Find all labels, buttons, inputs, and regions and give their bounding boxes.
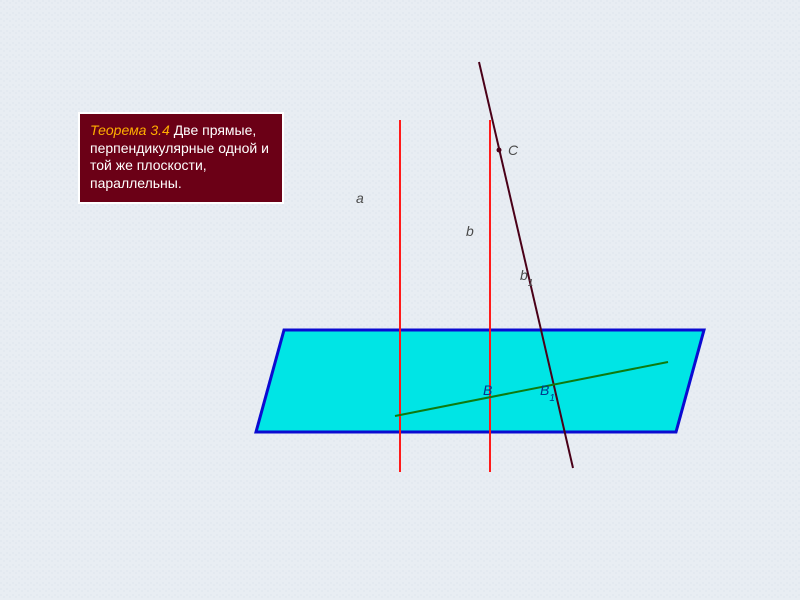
label-b: b xyxy=(466,223,474,239)
point-c-marker xyxy=(497,148,502,153)
diagram-svg: a b b1 C B B1 xyxy=(0,0,800,600)
label-big-b: B xyxy=(483,382,492,398)
label-a: a xyxy=(356,190,364,206)
diagram-stage: a b b1 C B B1 Теорема 3.4 Две прямые, пе… xyxy=(0,0,800,600)
theorem-box: Теорема 3.4 Две прямые, перпендикулярные… xyxy=(78,112,284,204)
label-c: C xyxy=(508,142,519,158)
theorem-title: Теорема 3.4 xyxy=(90,122,170,138)
plane xyxy=(256,330,704,432)
